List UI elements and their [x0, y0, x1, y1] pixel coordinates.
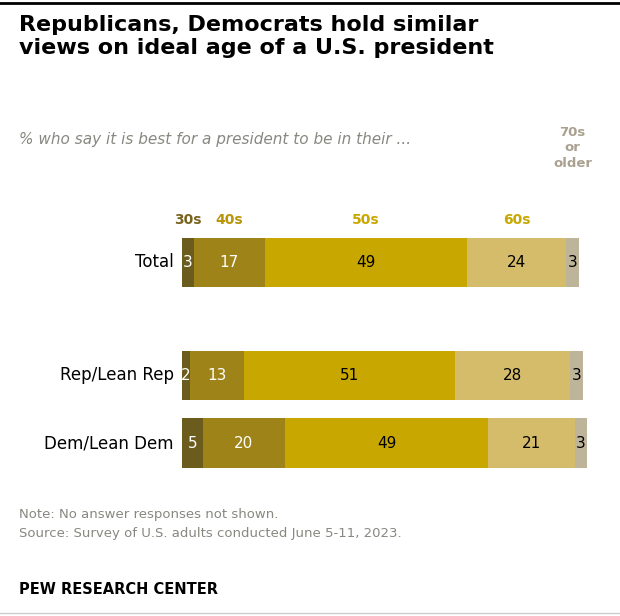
Text: 20: 20: [234, 436, 254, 451]
Text: 51: 51: [340, 368, 359, 383]
Text: 49: 49: [356, 255, 376, 270]
Text: Source: Survey of U.S. adults conducted June 5-11, 2023.: Source: Survey of U.S. adults conducted …: [19, 527, 401, 540]
Text: 3: 3: [576, 436, 586, 451]
Bar: [570, 351, 583, 400]
Text: Total: Total: [135, 253, 174, 272]
Bar: [203, 418, 285, 468]
Text: 2: 2: [181, 368, 191, 383]
Text: 30s: 30s: [174, 213, 202, 227]
Bar: [566, 238, 578, 287]
Text: Note: No answer responses not shown.: Note: No answer responses not shown.: [19, 508, 278, 521]
Bar: [285, 418, 488, 468]
Text: 13: 13: [207, 368, 227, 383]
Bar: [182, 351, 190, 400]
Text: 17: 17: [219, 255, 239, 270]
Text: 3: 3: [572, 368, 582, 383]
Bar: [190, 351, 244, 400]
Bar: [488, 418, 575, 468]
Text: Republicans, Democrats hold similar
views on ideal age of a U.S. president: Republicans, Democrats hold similar view…: [19, 15, 494, 58]
Text: 24: 24: [507, 255, 526, 270]
Bar: [182, 238, 194, 287]
Text: 28: 28: [503, 368, 522, 383]
Text: % who say it is best for a president to be in their ...: % who say it is best for a president to …: [19, 132, 410, 147]
Text: 40s: 40s: [216, 213, 243, 227]
Bar: [182, 418, 203, 468]
Text: Dem/Lean Dem: Dem/Lean Dem: [44, 434, 174, 452]
Text: 21: 21: [521, 436, 541, 451]
Text: 49: 49: [377, 436, 396, 451]
Bar: [194, 238, 265, 287]
Text: 50s: 50s: [352, 213, 379, 227]
Text: 70s
or
older: 70s or older: [553, 126, 592, 170]
Bar: [575, 418, 587, 468]
Bar: [265, 238, 467, 287]
Bar: [454, 351, 570, 400]
Text: 60s: 60s: [503, 213, 531, 227]
Text: 3: 3: [183, 255, 193, 270]
Text: 5: 5: [187, 436, 197, 451]
Text: Rep/Lean Rep: Rep/Lean Rep: [60, 367, 174, 384]
Text: PEW RESEARCH CENTER: PEW RESEARCH CENTER: [19, 582, 218, 597]
Bar: [467, 238, 566, 287]
Bar: [244, 351, 454, 400]
Text: 3: 3: [567, 255, 577, 270]
